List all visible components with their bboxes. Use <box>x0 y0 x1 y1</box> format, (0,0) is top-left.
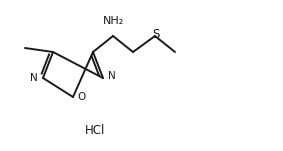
Text: N: N <box>30 73 38 83</box>
Text: HCl: HCl <box>85 124 105 137</box>
Text: NH₂: NH₂ <box>103 16 125 26</box>
Text: N: N <box>108 71 116 81</box>
Text: S: S <box>152 29 160 42</box>
Text: O: O <box>77 92 85 102</box>
